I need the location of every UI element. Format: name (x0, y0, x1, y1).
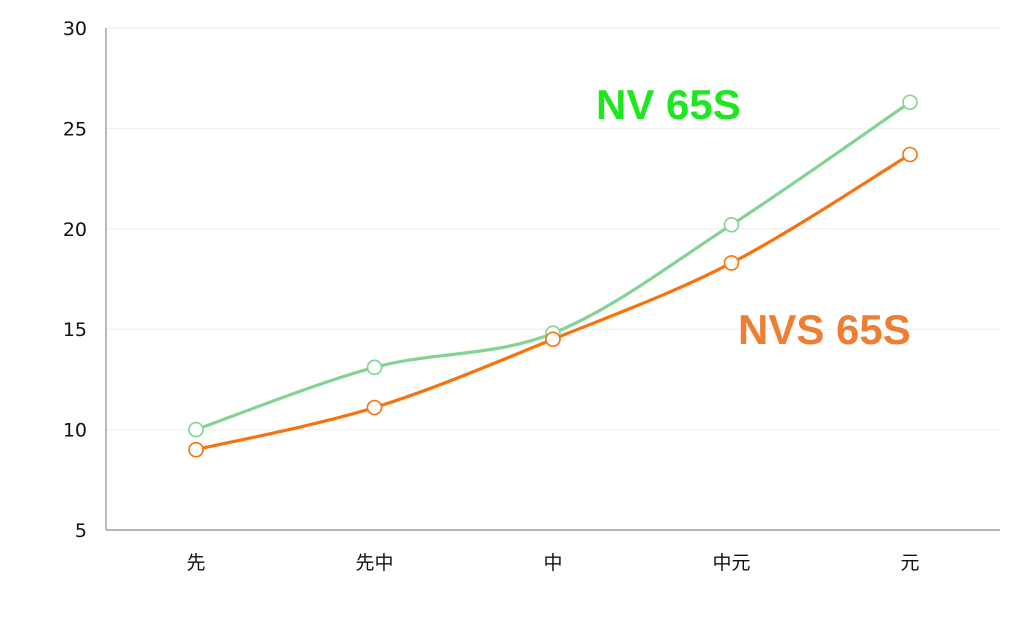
x-tick-label: 中元 (712, 552, 750, 574)
x-tick-label: 先中 (355, 552, 393, 574)
series-points (188, 94, 918, 458)
data-point-nvs-65s (723, 255, 740, 271)
series-line-nvs-65s (194, 152, 912, 452)
y-tick-label: 25 (63, 118, 87, 140)
data-point-nvs-65s (902, 146, 918, 163)
y-tick-label: 15 (63, 319, 87, 341)
data-point-nv-65s (902, 94, 918, 111)
y-tick-labels: 5 10 15 20 25 30 (63, 18, 87, 542)
data-point-nv-65s (366, 359, 383, 376)
x-tick-labels: 先 先中 中 中元 元 (186, 552, 919, 574)
x-tick-label: 中 (543, 552, 562, 574)
data-point-nv-65s (188, 421, 204, 438)
data-point-nv-65s (723, 216, 740, 233)
y-tick-label: 30 (63, 18, 87, 40)
y-tick-label: 5 (75, 520, 87, 542)
series-line-nv-65s (194, 100, 912, 432)
data-point-nvs-65s (545, 331, 561, 348)
data-point-nvs-65s (366, 399, 383, 416)
x-tick-label: 元 (900, 552, 919, 574)
series-label-nv-65s: NV 65S (596, 81, 741, 128)
gridlines (106, 27, 1000, 431)
data-point-nvs-65s (188, 441, 204, 458)
series-lines (194, 100, 912, 452)
series-label-nvs-65s: NVS 65S (738, 306, 911, 353)
y-tick-label: 10 (63, 420, 87, 442)
x-tick-label: 先 (186, 552, 205, 574)
y-tick-label: 20 (63, 219, 87, 241)
